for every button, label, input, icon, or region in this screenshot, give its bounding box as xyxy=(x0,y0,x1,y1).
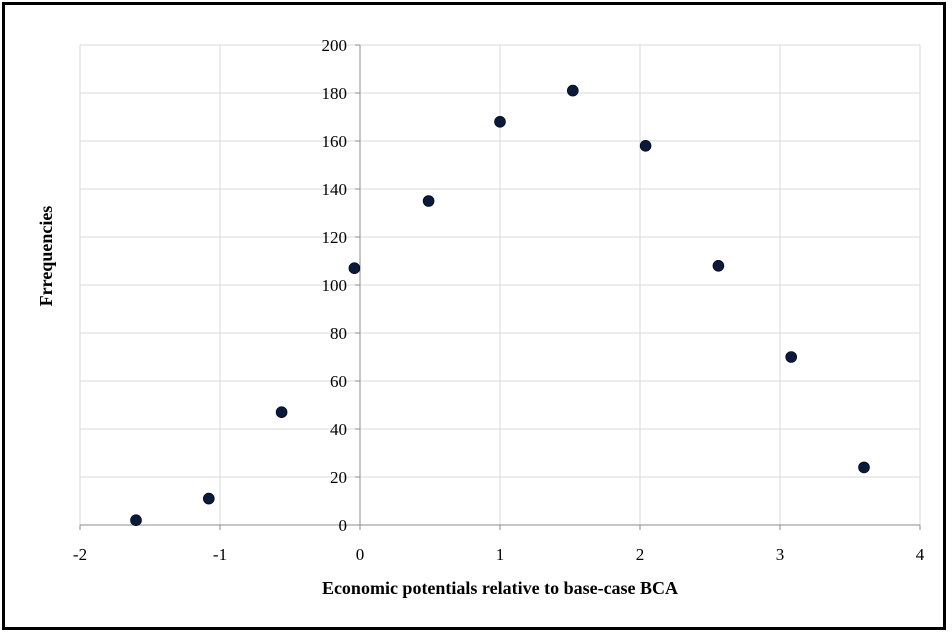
y-tick-label: 140 xyxy=(322,180,348,199)
data-point xyxy=(348,262,361,275)
x-tick-label: 1 xyxy=(496,545,505,564)
x-tick-label: 0 xyxy=(356,545,365,564)
data-point xyxy=(712,259,725,272)
data-point xyxy=(130,514,142,527)
y-tick-label: 100 xyxy=(322,276,348,295)
y-tick-label: 180 xyxy=(322,84,348,103)
x-axis-title: Economic potentials relative to base-cas… xyxy=(322,578,678,598)
y-tick-label: 160 xyxy=(322,132,348,151)
data-point xyxy=(858,461,870,474)
y-tick-label: 60 xyxy=(330,372,347,391)
x-tick-label: -1 xyxy=(213,545,227,564)
data-point xyxy=(203,492,215,505)
data-point xyxy=(639,140,652,152)
y-tick-labels: 0 20 40 60 80 100 120 140 160 180 200 xyxy=(322,36,348,535)
y-axis-title: Frrequencies xyxy=(36,206,56,307)
x-tick-label: 2 xyxy=(636,545,645,564)
y-tick-label: 20 xyxy=(330,468,347,487)
data-point xyxy=(422,195,435,207)
y-tick-label: 40 xyxy=(330,420,347,439)
data-point xyxy=(494,116,506,128)
data-points xyxy=(130,84,870,527)
gridlines xyxy=(79,44,921,525)
x-tick-label: 4 xyxy=(916,545,925,564)
x-tick-labels: -2 -1 0 1 2 3 4 xyxy=(73,545,925,564)
data-point xyxy=(566,84,579,97)
data-point xyxy=(785,351,798,363)
y-tick-label: 80 xyxy=(330,324,347,343)
axes xyxy=(79,44,921,530)
y-tick-label: 200 xyxy=(322,36,348,55)
x-tick-label: -2 xyxy=(73,545,87,564)
y-tick-label: 120 xyxy=(322,228,348,247)
data-point xyxy=(275,406,288,419)
x-tick-label: 3 xyxy=(776,545,785,564)
y-tick-label: 0 xyxy=(339,516,348,535)
